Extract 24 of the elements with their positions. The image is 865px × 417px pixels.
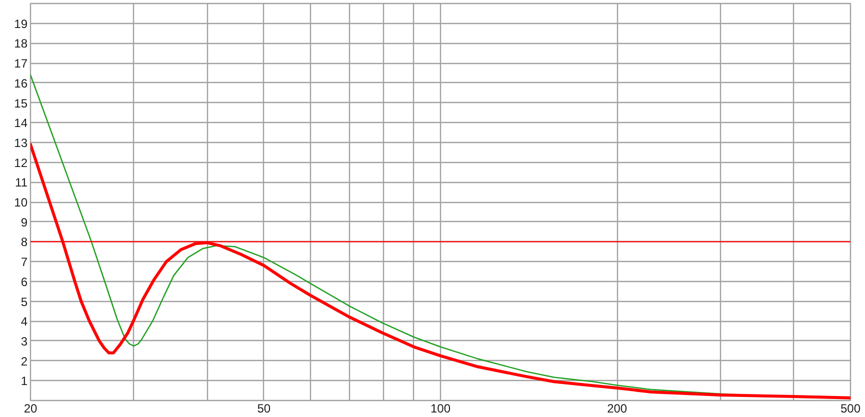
y-tick-label: 19 bbox=[14, 16, 28, 31]
y-tick-label: 3 bbox=[20, 334, 28, 348]
y-tick-label: 15 bbox=[14, 96, 28, 110]
x-tick-label: 200 bbox=[607, 402, 628, 416]
y-tick-label: 16 bbox=[14, 76, 28, 90]
y-tick-label: 12 bbox=[14, 156, 28, 170]
y-tick-label: 10 bbox=[14, 196, 28, 210]
x-tick-label: 500 bbox=[840, 402, 861, 416]
x-tick-label: 50 bbox=[257, 402, 271, 416]
y-tick-label: 11 bbox=[15, 176, 28, 190]
y-tick-label: 13 bbox=[14, 136, 28, 150]
y-tick-label: 6 bbox=[20, 274, 28, 289]
y-tick-label: 14 bbox=[14, 116, 28, 130]
y-tick-label: 18 bbox=[14, 36, 28, 51]
y-tick-label: 9 bbox=[20, 215, 28, 230]
x-tick-label: 100 bbox=[430, 402, 451, 416]
y-tick-label: 17 bbox=[14, 56, 28, 71]
x-tick-label: 20 bbox=[24, 402, 38, 416]
y-tick-label: 7 bbox=[20, 255, 28, 270]
y-tick-label: 2 bbox=[20, 354, 28, 368]
y-tick-label: 1 bbox=[20, 374, 28, 388]
y-tick-label: 4 bbox=[20, 314, 28, 329]
y-tick-label: 8 bbox=[20, 235, 28, 250]
y-tick-label: 5 bbox=[20, 294, 28, 309]
